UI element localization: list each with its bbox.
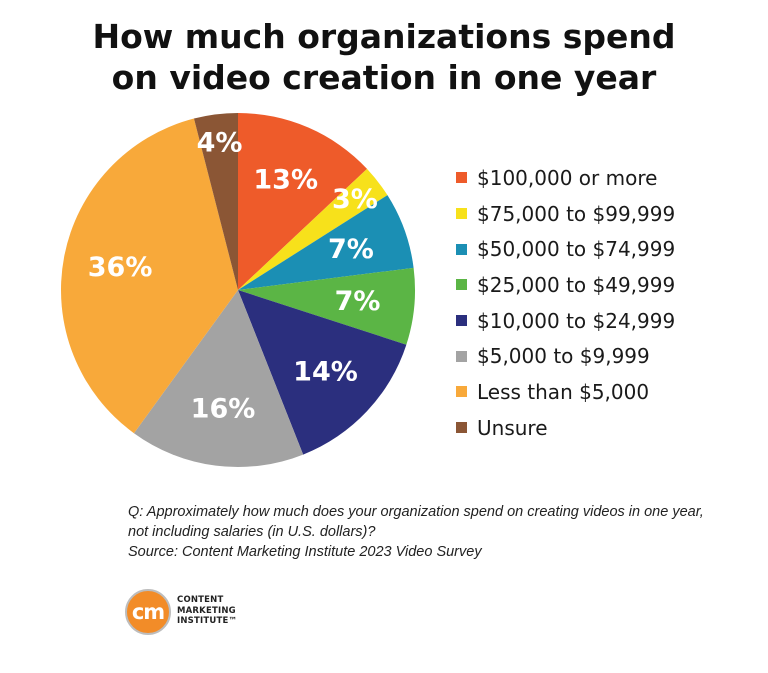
legend: $100,000 or more $75,000 to $99,999 $50,… bbox=[456, 160, 675, 446]
slice-percent-label: 7% bbox=[335, 286, 381, 317]
legend-swatch bbox=[456, 172, 467, 184]
slice-percent-label: 7% bbox=[328, 234, 374, 265]
cmi-logo-wordmark: CONTENT MARKETING INSTITUTE™ bbox=[177, 595, 237, 627]
legend-label: Unsure bbox=[477, 415, 548, 440]
survey-footnote: Q: Approximately how much does your orga… bbox=[128, 502, 728, 562]
logo-line-2: MARKETING bbox=[177, 605, 236, 616]
slice-percent-label: 36% bbox=[88, 252, 153, 283]
pie-slice bbox=[133, 290, 304, 468]
legend-item: $10,000 to $24,999 bbox=[456, 303, 675, 339]
legend-item: $25,000 to $49,999 bbox=[456, 267, 675, 303]
slice-percent-label: 3% bbox=[332, 184, 378, 215]
legend-swatch bbox=[456, 243, 467, 255]
pie-slice bbox=[238, 195, 414, 290]
legend-label: $50,000 to $74,999 bbox=[477, 237, 676, 262]
legend-swatch bbox=[456, 350, 467, 362]
legend-label: $5,000 to $9,999 bbox=[477, 344, 650, 369]
pie-slice bbox=[193, 112, 238, 290]
legend-label: $25,000 to $49,999 bbox=[477, 272, 676, 297]
legend-item: $5,000 to $9,999 bbox=[456, 338, 675, 374]
logo-line-3: INSTITUTE™ bbox=[177, 616, 238, 626]
pie-slice bbox=[238, 168, 388, 290]
pie-slice bbox=[60, 118, 238, 434]
legend-item: $75,000 to $99,999 bbox=[456, 196, 675, 232]
legend-swatch bbox=[456, 279, 467, 291]
slice-percent-label: 4% bbox=[197, 128, 243, 159]
legend-swatch bbox=[456, 386, 467, 398]
pie-slice bbox=[238, 290, 407, 455]
legend-label: $10,000 to $24,999 bbox=[477, 308, 676, 333]
chart-title-line-2: on video creation in one year bbox=[111, 58, 657, 97]
pie-slice bbox=[238, 113, 368, 290]
survey-question-line-1: Q: Approximately how much does your orga… bbox=[128, 504, 704, 520]
legend-swatch bbox=[456, 208, 467, 220]
survey-question-line-2: not including salaries (in U.S. dollars)… bbox=[128, 524, 376, 540]
legend-label: Less than $5,000 bbox=[477, 379, 650, 404]
slice-percent-label: 14% bbox=[293, 357, 358, 388]
logo-line-1: CONTENT bbox=[177, 595, 224, 605]
chart-title: How much organizations spend on video cr… bbox=[0, 16, 768, 98]
legend-item: $100,000 or more bbox=[456, 160, 675, 196]
legend-label: $75,000 to $99,999 bbox=[477, 201, 676, 226]
legend-item: $50,000 to $74,999 bbox=[456, 231, 675, 267]
legend-swatch bbox=[456, 422, 467, 434]
survey-source: Source: Content Marketing Institute 2023… bbox=[128, 544, 482, 560]
pie-slice bbox=[238, 267, 415, 345]
content-marketing-institute-logo: cm CONTENT MARKETING INSTITUTE™ bbox=[125, 589, 295, 639]
legend-item: Less than $5,000 bbox=[456, 374, 675, 410]
legend-item: Unsure bbox=[456, 410, 675, 446]
cmi-logo-icon: cm bbox=[125, 589, 171, 635]
slice-percent-label: 13% bbox=[253, 164, 318, 195]
slice-percent-label: 16% bbox=[191, 394, 256, 425]
chart-title-line-1: How much organizations spend bbox=[92, 17, 676, 56]
legend-label: $100,000 or more bbox=[477, 165, 658, 190]
legend-swatch bbox=[456, 315, 467, 327]
